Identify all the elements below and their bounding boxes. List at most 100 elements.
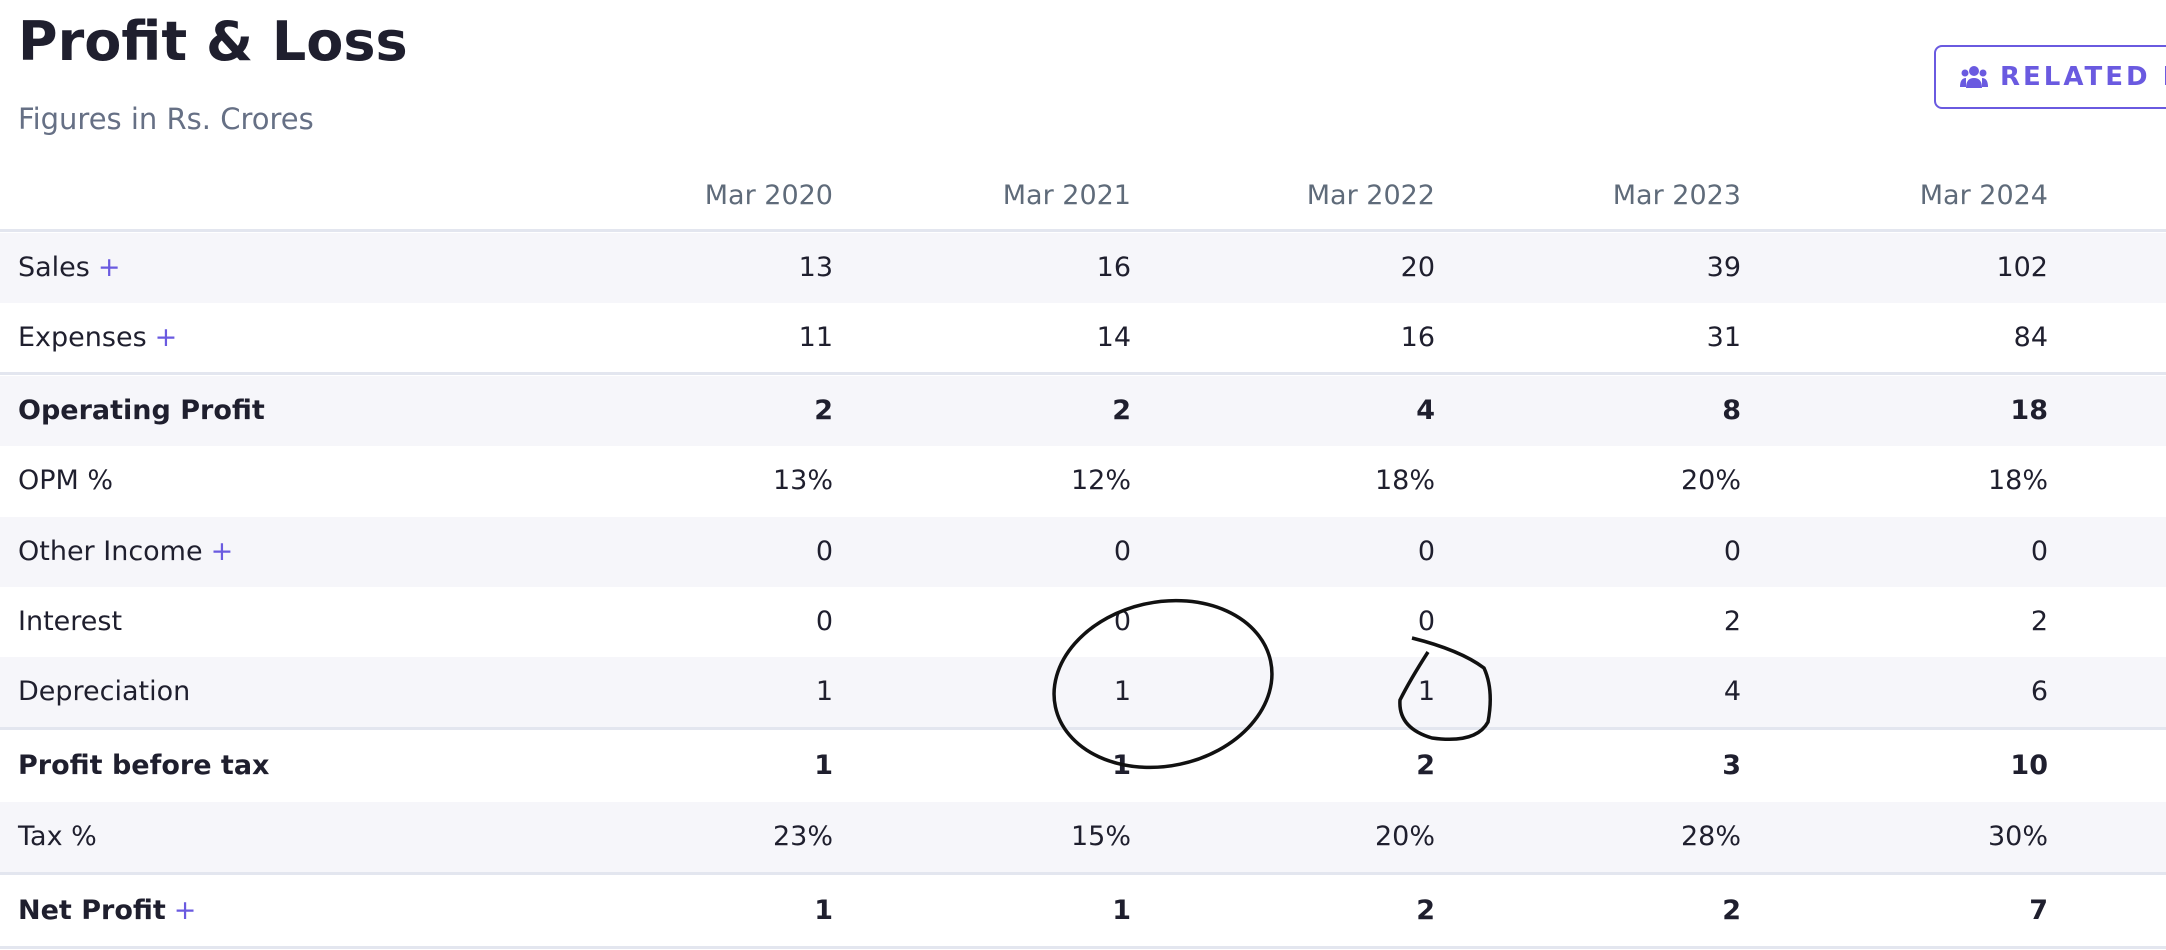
hand-circle — [1052, 598, 1274, 770]
row-label-text: Other Income — [18, 536, 203, 567]
expand-button[interactable]: + — [210, 536, 234, 567]
value-cell: 0 — [1417, 606, 1435, 637]
value-cell: 0 — [815, 536, 833, 567]
related-button[interactable]: RELATED P — [1934, 45, 2166, 109]
value-cell: 18% — [1374, 465, 1435, 496]
table-row: Depreciation 1 1 1 4 6 — [0, 657, 2166, 727]
row-label-text: Operating Profit — [18, 395, 265, 426]
value-cell: 1 — [815, 676, 833, 707]
table-row: Operating Profit 2 2 4 8 18 — [0, 376, 2166, 446]
value-cell: 16 — [1096, 252, 1131, 283]
table-row: Interest 0 0 0 2 2 — [0, 587, 2166, 657]
row-label-text: Profit before tax — [18, 750, 270, 781]
row-label-text: Tax % — [18, 821, 97, 852]
row-label: Operating Profit — [18, 376, 265, 446]
value-cell: 7 — [2029, 895, 2048, 926]
column-header: Mar 2021 — [1002, 180, 1131, 211]
value-cell: 20% — [1680, 465, 1741, 496]
button-label: RELATED P — [2000, 62, 2166, 92]
row-label: Depreciation — [18, 657, 190, 727]
table-row: Profit before tax 1 1 2 3 10 — [0, 731, 2166, 801]
value-cell: 10 — [2010, 750, 2048, 781]
row-label: OPM % — [18, 446, 113, 516]
value-cell: 2 — [1112, 395, 1131, 426]
section-divider — [0, 872, 2166, 875]
value-cell: 0 — [815, 606, 833, 637]
value-cell: 16 — [1400, 322, 1435, 353]
table-row: Tax % 23% 15% 20% 28% 30% — [0, 802, 2166, 872]
value-cell: 13 — [798, 252, 833, 283]
row-label: Profit before tax — [18, 731, 269, 801]
row-label-text: Interest — [18, 606, 123, 637]
value-cell: 8 — [1722, 395, 1741, 426]
column-header: Mar 2020 — [704, 180, 833, 211]
column-header: Mar 2023 — [1612, 180, 1741, 211]
table-row: Other Income +0 0 0 0 0 — [0, 517, 2166, 587]
value-cell: 20% — [1374, 821, 1435, 852]
expand-button[interactable]: + — [173, 895, 197, 926]
value-cell: 2 — [1723, 606, 1741, 637]
row-label: Expenses + — [18, 303, 177, 373]
value-cell: 31 — [1706, 322, 1741, 353]
value-cell: 6 — [2030, 676, 2048, 707]
value-cell: 23% — [772, 821, 833, 852]
hand-loop — [1398, 636, 1492, 742]
section-divider — [0, 727, 2166, 730]
row-label: Interest — [18, 587, 122, 657]
value-cell: 18% — [1987, 465, 2048, 496]
row-label: Tax % — [18, 802, 97, 872]
value-cell: 0 — [2030, 536, 2048, 567]
header-row: Mar 2020 Mar 2021 Mar 2022 Mar 2023 Mar 2024 — [0, 161, 2166, 231]
row-label: Other Income + — [18, 517, 233, 587]
table-row: OPM % 13% 12% 18% 20% 18% — [0, 446, 2166, 516]
people-icon — [1960, 66, 1988, 88]
value-cell: 2 — [2030, 606, 2048, 637]
value-cell: 3 — [1722, 750, 1741, 781]
page-subtitle: Figures in Rs. Crores — [18, 102, 314, 136]
value-cell: 2 — [814, 395, 833, 426]
value-cell: 1 — [1113, 676, 1131, 707]
column-header: Mar 2024 — [1919, 180, 2048, 211]
value-cell: 4 — [1723, 676, 1741, 707]
row-label: Net Profit + — [18, 876, 196, 946]
row-label-text: OPM % — [18, 465, 114, 496]
value-cell: 11 — [798, 322, 833, 353]
value-cell: 28% — [1680, 821, 1741, 852]
value-cell: 1 — [1112, 895, 1131, 926]
row-label-text: Expenses — [18, 322, 147, 353]
expand-button[interactable]: + — [97, 252, 121, 283]
table-row: Sales +13 16 20 39 102 — [0, 233, 2166, 303]
value-cell: 0 — [1113, 536, 1131, 567]
value-cell: 84 — [2013, 322, 2048, 353]
value-cell: 18 — [2010, 395, 2048, 426]
expand-button[interactable]: + — [154, 322, 178, 353]
value-cell: 4 — [1416, 395, 1435, 426]
value-cell: 13% — [772, 465, 833, 496]
row-label: Sales + — [18, 233, 121, 303]
value-cell: 14 — [1096, 322, 1131, 353]
table-row: Expenses +11 14 16 31 84 — [0, 303, 2166, 373]
section-divider — [0, 372, 2166, 375]
value-cell: 1 — [1417, 676, 1435, 707]
row-label-text: Depreciation — [18, 676, 191, 707]
value-cell: 39 — [1706, 252, 1741, 283]
value-cell: 0 — [1417, 536, 1435, 567]
value-cell: 12% — [1070, 465, 1131, 496]
bottom-divider — [0, 946, 2166, 949]
value-cell: 1 — [814, 750, 833, 781]
row-label-text: Sales — [18, 252, 90, 283]
value-cell: 1 — [814, 895, 833, 926]
value-cell: 30% — [1987, 821, 2048, 852]
page-title: Profit & Loss — [18, 10, 408, 73]
row-label-text: Net Profit — [18, 895, 166, 926]
value-cell: 15% — [1070, 821, 1131, 852]
column-header: Mar 2022 — [1306, 180, 1435, 211]
value-cell: 2 — [1416, 895, 1435, 926]
value-cell: 20 — [1400, 252, 1435, 283]
value-cell: 0 — [1723, 536, 1741, 567]
value-cell: 102 — [1996, 252, 2048, 283]
value-cell: 2 — [1416, 750, 1435, 781]
table-row: Net Profit +1 1 2 2 7 — [0, 876, 2166, 946]
